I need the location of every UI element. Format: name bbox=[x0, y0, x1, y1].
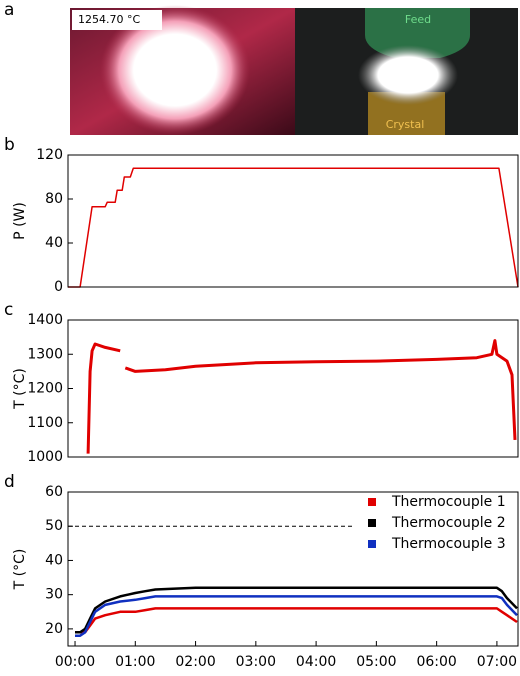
y-tick-label: 120 bbox=[36, 147, 63, 163]
y-tick-label: 1100 bbox=[27, 415, 63, 431]
legend-marker bbox=[368, 498, 376, 506]
data-line bbox=[75, 586, 518, 634]
legend-label: Thermocouple 1 bbox=[391, 494, 506, 510]
plot-frame bbox=[67, 154, 519, 288]
legend-label: Thermocouple 3 bbox=[391, 536, 506, 552]
y-tick-label: 80 bbox=[45, 191, 63, 207]
plot-frame bbox=[67, 319, 519, 458]
y-tick-label: 1400 bbox=[27, 312, 63, 328]
crystal-label: Crystal bbox=[386, 118, 425, 131]
y-tick-label: 30 bbox=[45, 587, 63, 603]
readout-box bbox=[72, 10, 162, 30]
panel-label: b bbox=[4, 135, 15, 155]
x-tick-label: 03:00 bbox=[236, 654, 276, 670]
data-line bbox=[68, 167, 519, 288]
y-tick-label: 1200 bbox=[27, 381, 63, 397]
x-tick-label: 02:00 bbox=[175, 654, 215, 670]
x-tick-label: 06:00 bbox=[416, 654, 456, 670]
y-tick-label: 1300 bbox=[27, 346, 63, 362]
x-tick-label: 07:00 bbox=[477, 654, 517, 670]
y-tick-label: 50 bbox=[45, 518, 63, 534]
data-line bbox=[86, 339, 517, 454]
temperature-readout: 1254.70 °C bbox=[78, 13, 140, 26]
y-axis-label: T (°C) bbox=[12, 549, 28, 591]
panel-label: c bbox=[4, 300, 13, 320]
legend-marker bbox=[368, 519, 376, 527]
x-tick-label: 04:00 bbox=[296, 654, 336, 670]
y-tick-label: 40 bbox=[45, 235, 63, 251]
data-line bbox=[75, 595, 518, 637]
feed-zone bbox=[365, 8, 470, 58]
melt-glow bbox=[100, 5, 250, 135]
legend-label: Thermocouple 2 bbox=[391, 515, 506, 531]
x-tick-label: 01:00 bbox=[115, 654, 155, 670]
x-tick-label: 00:00 bbox=[55, 654, 95, 670]
feed-label: Feed bbox=[405, 13, 431, 26]
panel-label: d bbox=[4, 472, 15, 492]
legend-marker bbox=[368, 540, 376, 548]
y-tick-label: 60 bbox=[45, 484, 63, 500]
molten-zone bbox=[358, 45, 458, 105]
y-axis-label: P (W) bbox=[12, 202, 28, 240]
x-tick-label: 05:00 bbox=[356, 654, 396, 670]
panel-label: a bbox=[4, 0, 14, 20]
y-tick-label: 20 bbox=[45, 621, 63, 637]
y-tick-label: 1000 bbox=[27, 449, 63, 465]
y-tick-label: 0 bbox=[54, 279, 63, 295]
plot-frame bbox=[67, 491, 519, 647]
data-line bbox=[75, 607, 518, 634]
y-tick-label: 40 bbox=[45, 552, 63, 568]
y-axis-label: T (°C) bbox=[12, 368, 28, 410]
